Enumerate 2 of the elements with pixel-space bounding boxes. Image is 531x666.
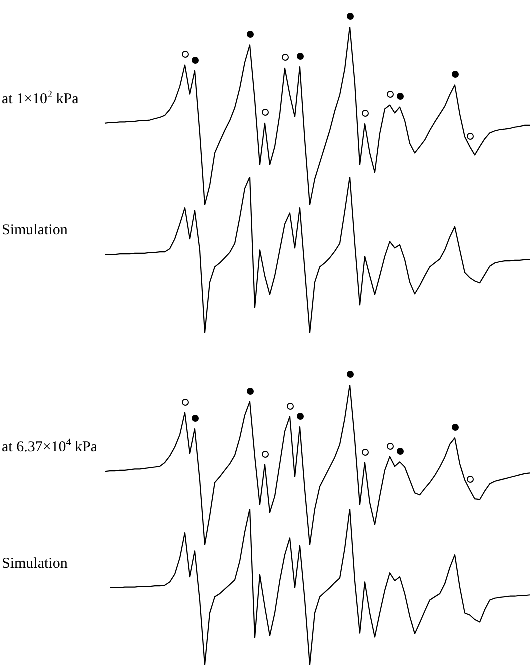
text: Simulation (2, 222, 68, 239)
text: Simulation (2, 556, 68, 572)
